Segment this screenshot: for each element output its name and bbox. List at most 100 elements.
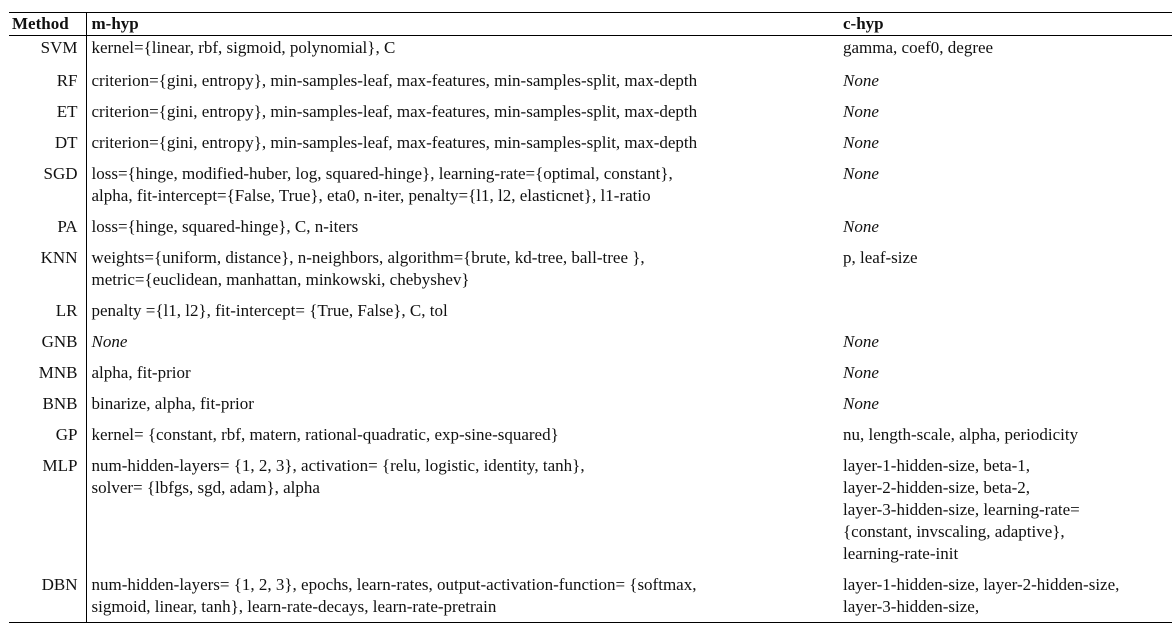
c-hyp-cell: gamma, coef0, degree [840,36,1172,66]
method-cell: SGD [9,158,87,211]
c-hyp-cell: None [840,96,1172,127]
m-hyp-cell: num-hidden-layers= {1, 2, 3}, activation… [86,450,840,569]
m-hyp-line: criterion={gini, entropy}, min-samples-l… [91,102,698,121]
table-row: DBN num-hidden-layers= {1, 2, 3}, epochs,… [9,569,1172,623]
method-cell: RF [9,65,87,96]
c-hyp-line: None [843,71,879,90]
m-hyp-line: solver= {lbfgs, sgd, adam}, alpha [91,478,320,497]
c-hyp-line: layer-1-hidden-size, layer-2-hidden-size… [843,575,1120,594]
c-hyp-line: None [843,363,879,382]
m-hyp-cell: binarize, alpha, fit-prior [86,388,840,419]
table-row: SGD loss={hinge, modified-huber, log, squ… [9,158,1172,211]
m-hyp-cell: penalty ={l1, l2}, fit-intercept= {True,… [86,295,840,326]
c-hyp-line: layer-2-hidden-size, beta-2, [843,478,1031,497]
m-hyp-cell: loss={hinge, modified-huber, log, square… [86,158,840,211]
m-hyp-line: criterion={gini, entropy}, min-samples-l… [91,133,698,152]
c-hyp-line: None [843,217,879,236]
c-hyp-line: layer-1-hidden-size, beta-1, [843,456,1031,475]
c-hyp-line: learning-rate-init [843,544,959,563]
c-hyp-line: {constant, invscaling, adaptive}, [843,522,1065,541]
m-hyp-cell: kernel={linear, rbf, sigmoid, polynomial… [86,36,840,66]
header-row: Method m-hyp c-hyp [9,12,1172,36]
method-cell: BNB [9,388,87,419]
m-hyp-line: kernel= {constant, rbf, matern, rational… [91,425,559,444]
table-row: KNN weights={uniform, distance}, n-neighb… [9,242,1172,295]
table-row: DT criterion={gini, entropy}, min-samples… [9,127,1172,158]
c-hyp-line: None [843,164,879,183]
c-hyp-cell: None [840,357,1172,388]
m-hyp-line: criterion={gini, entropy}, min-samples-l… [91,71,698,90]
c-hyp-line: p, leaf-size [843,248,918,267]
table-row: LR penalty ={l1, l2}, fit-intercept= {Tru… [9,295,1172,326]
m-hyp-cell: None [86,326,840,357]
m-hyp-line: loss={hinge, squared-hinge}, C, n-iters [91,217,359,236]
table-row: RF criterion={gini, entropy}, min-samples… [9,65,1172,96]
table-body: SVM kernel={linear, rbf, sigmoid, polynom… [9,35,1172,623]
c-hyp-cell: None [840,326,1172,357]
c-hyp-cell: None [840,127,1172,158]
m-hyp-line: kernel={linear, rbf, sigmoid, polynomial… [91,38,396,57]
method-cell: KNN [9,242,87,295]
method-cell: LR [9,295,87,326]
table-row: GNB None None [9,326,1172,357]
method-cell: ET [9,96,87,127]
m-hyp-line: penalty ={l1, l2}, fit-intercept= {True,… [91,301,448,320]
m-hyp-cell: alpha, fit-prior [86,357,840,388]
method-cell: DT [9,127,87,158]
hyperparameter-table: Method m-hyp c-hyp SVM kernel={linear, rb… [9,12,1172,623]
m-hyp-line: None [91,332,128,351]
table-row: BNB binarize, alpha, fit-prior None [9,388,1172,419]
c-hyp-line: layer-3-hidden-size, [843,597,980,616]
method-cell: DBN [9,569,87,623]
method-column-header: Method [9,12,87,36]
m-hyp-cell: num-hidden-layers= {1, 2, 3}, epochs, le… [86,569,840,623]
method-cell: GNB [9,326,87,357]
c-hyp-cell: layer-1-hidden-size, layer-2-hidden-size… [840,569,1172,623]
c-hyp-line: layer-3-hidden-size, learning-rate= [843,500,1080,519]
m-hyp-line: alpha, fit-intercept={False, True}, eta0… [91,186,651,205]
c-hyp-line: None [843,394,879,413]
c-hyp-line: None [843,133,879,152]
m-hyp-cell: loss={hinge, squared-hinge}, C, n-iters [86,211,840,242]
c-hyp-line: gamma, coef0, degree [843,38,994,57]
m-hyp-cell: criterion={gini, entropy}, min-samples-l… [86,96,840,127]
m-hyp-line: weights={uniform, distance}, n-neighbors… [91,248,645,267]
method-cell: MLP [9,450,87,569]
c-hyp-cell: None [840,65,1172,96]
m-hyp-line: metric={euclidean, manhattan, minkowski,… [91,270,470,289]
table-row: SVM kernel={linear, rbf, sigmoid, polynom… [9,35,1172,66]
m-hyp-column-header: m-hyp [91,14,139,33]
method-cell: MNB [9,357,87,388]
c-hyp-cell: None [840,388,1172,419]
m-hyp-cell: criterion={gini, entropy}, min-samples-l… [86,65,840,96]
m-hyp-line: alpha, fit-prior [91,363,191,382]
c-hyp-cell: None [840,211,1172,242]
method-cell: SVM [9,35,87,65]
c-hyp-line: None [843,102,879,121]
method-cell: GP [9,419,87,450]
c-hyp-column-header: c-hyp [843,14,884,33]
c-hyp-cell: None [840,158,1172,211]
m-hyp-cell: criterion={gini, entropy}, min-samples-l… [86,127,840,158]
m-hyp-line: sigmoid, linear, tanh}, learn-rate-decay… [91,597,497,616]
m-hyp-line: loss={hinge, modified-huber, log, square… [91,164,673,183]
m-hyp-line: binarize, alpha, fit-prior [91,394,254,413]
m-hyp-cell: weights={uniform, distance}, n-neighbors… [86,242,840,295]
table-row: GP kernel= {constant, rbf, matern, ration… [9,419,1172,450]
c-hyp-cell: p, leaf-size [840,242,1172,295]
m-hyp-cell: kernel= {constant, rbf, matern, rational… [86,419,840,450]
table-header: Method m-hyp c-hyp [9,12,1172,36]
m-hyp-line: num-hidden-layers= {1, 2, 3}, activation… [91,456,585,475]
c-hyp-line: nu, length-scale, alpha, periodicity [843,425,1079,444]
c-hyp-cell: layer-1-hidden-size, beta-1, layer-2-hidd… [840,450,1172,569]
method-cell: PA [9,211,87,242]
c-hyp-cell: nu, length-scale, alpha, periodicity [840,419,1172,450]
table-row: ET criterion={gini, entropy}, min-samples… [9,96,1172,127]
m-hyp-line: num-hidden-layers= {1, 2, 3}, epochs, le… [91,575,697,594]
table-row: MLP num-hidden-layers= {1, 2, 3}, activat… [9,450,1172,569]
c-hyp-line: None [843,332,879,351]
table-row: PA loss={hinge, squared-hinge}, C, n-iter… [9,211,1172,242]
table-row: MNB alpha, fit-prior None [9,357,1172,388]
c-hyp-cell [840,295,1172,326]
